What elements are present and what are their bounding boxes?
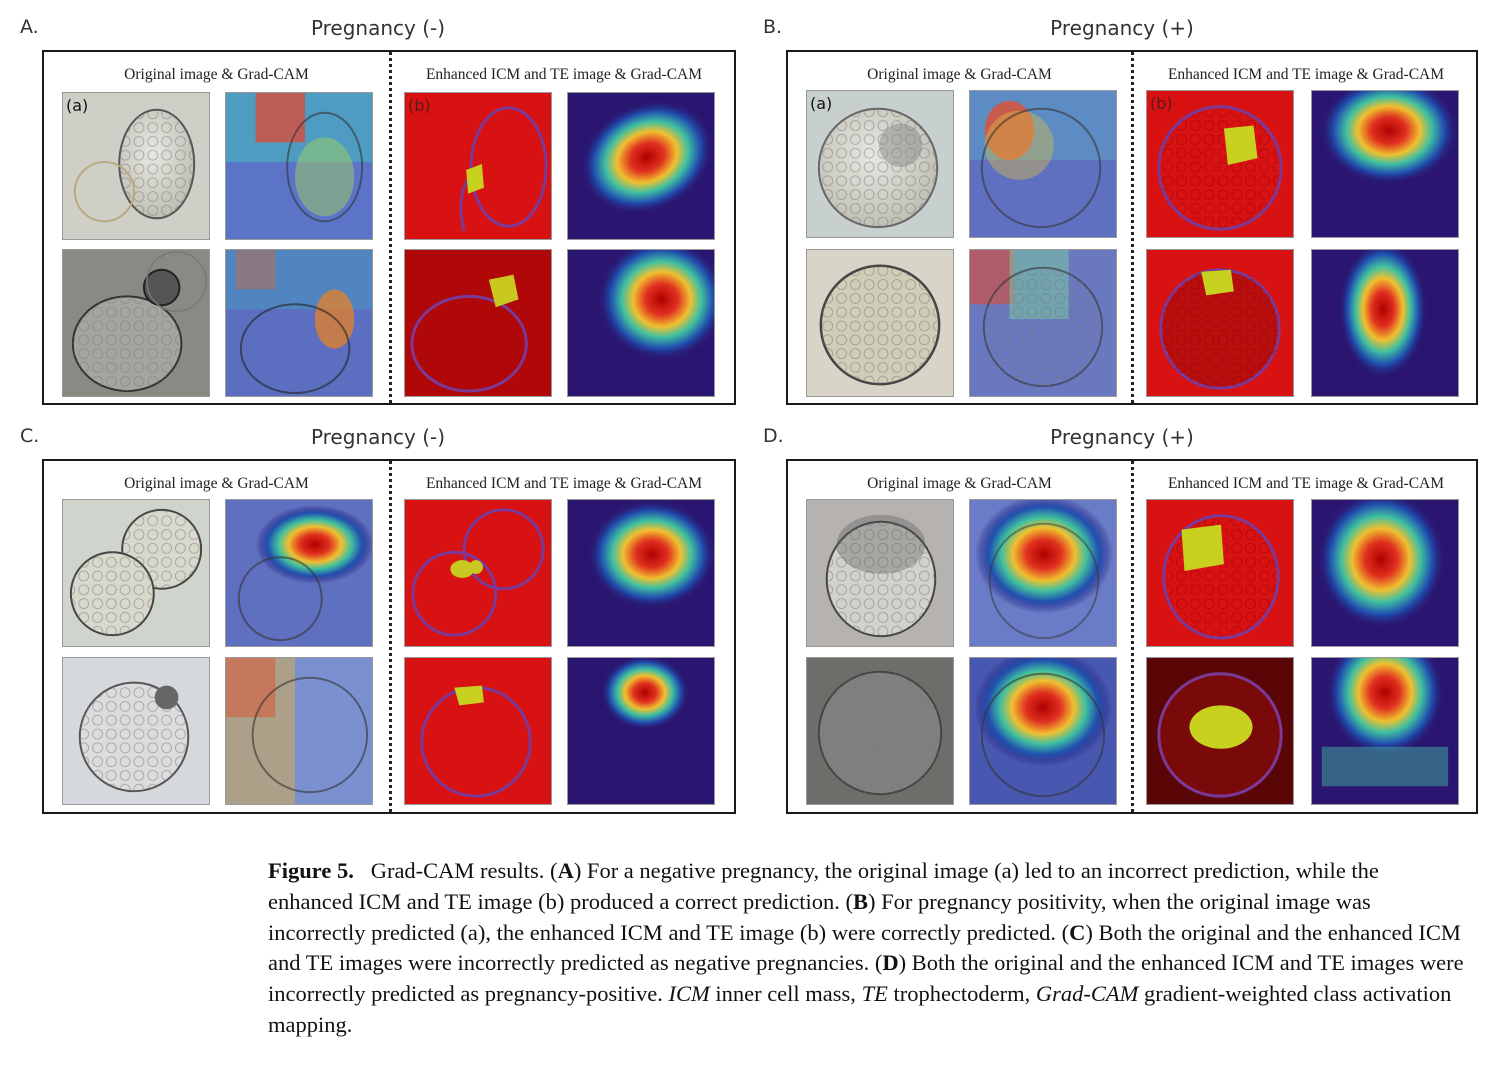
gradcam-heatmap xyxy=(969,249,1117,397)
figure-caption: Figure 5. Grad-CAM results. (A) For a ne… xyxy=(268,856,1468,1041)
caption-ref-a: A xyxy=(557,858,574,883)
caption-ref-c: C xyxy=(1069,919,1086,945)
enhanced-image xyxy=(1146,657,1294,805)
left-header: Original image & Grad-CAM xyxy=(124,66,309,83)
panel-b-letter: B. xyxy=(763,16,783,38)
gradcam-heatmap xyxy=(969,90,1117,238)
enhanced-image: (b) xyxy=(404,92,552,240)
gradcam-heatmap xyxy=(225,657,373,805)
panel-divider xyxy=(1131,461,1134,812)
panel-d-title: Pregnancy (+) xyxy=(1050,425,1194,449)
right-header: Enhanced ICM and TE image & Grad-CAM xyxy=(425,475,703,492)
enhanced-gradcam-heatmap xyxy=(567,249,715,397)
left-header: Original image & Grad-CAM xyxy=(867,475,1052,492)
enhanced-gradcam-heatmap xyxy=(567,92,715,240)
enhanced-gradcam-heatmap xyxy=(1311,499,1459,647)
gradcam-heatmap xyxy=(225,249,373,397)
abbr-te: TE xyxy=(861,981,888,1007)
enhanced-gradcam-heatmap xyxy=(1311,249,1459,397)
panel-a-title: Pregnancy (-) xyxy=(310,16,446,40)
enhanced-image xyxy=(404,249,552,397)
caption-text: ) Both the original and the enhanced ICM… xyxy=(268,919,1461,976)
panel-divider xyxy=(389,461,392,812)
original-image xyxy=(806,657,954,805)
caption-ref-d: D xyxy=(882,950,899,976)
panel-b: Original image & Grad-CAM Enhanced ICM a… xyxy=(786,50,1478,405)
gradcam-heatmap xyxy=(225,499,373,647)
tag-b: (b) xyxy=(1150,94,1173,113)
left-header: Original image & Grad-CAM xyxy=(124,475,309,492)
enhanced-gradcam-heatmap xyxy=(567,657,715,805)
original-image xyxy=(806,499,954,647)
original-image xyxy=(806,249,954,397)
panel-c-title: Pregnancy (-) xyxy=(310,425,446,449)
gradcam-heatmap xyxy=(969,657,1117,805)
panel-d-letter: D. xyxy=(763,425,784,447)
enhanced-image xyxy=(404,657,552,805)
caption-ref-b: B xyxy=(852,888,868,914)
figure-label: Figure 5. xyxy=(268,858,354,883)
panel-c-letter: C. xyxy=(20,425,40,447)
panel-divider xyxy=(389,52,392,403)
enhanced-image xyxy=(1146,249,1294,397)
caption-text: inner cell mass, xyxy=(709,981,862,1007)
panel-a: Original image & Grad-CAM Enhanced ICM a… xyxy=(42,50,736,405)
panel-a-letter: A. xyxy=(20,16,39,38)
original-image xyxy=(62,499,210,647)
right-header: Enhanced ICM and TE image & Grad-CAM xyxy=(425,66,703,83)
enhanced-gradcam-heatmap xyxy=(1311,90,1459,238)
enhanced-image xyxy=(404,499,552,647)
abbr-icm: ICM xyxy=(668,981,710,1007)
caption-text: trophectoderm, xyxy=(887,981,1036,1007)
original-image: (a) xyxy=(62,92,210,240)
caption-text: ) For a negative pregnancy, the original… xyxy=(268,858,1379,914)
panel-d: Original image & Grad-CAM Enhanced ICM a… xyxy=(786,459,1478,814)
gradcam-heatmap xyxy=(969,499,1117,647)
panel-divider xyxy=(1131,52,1134,403)
panel-b-title: Pregnancy (+) xyxy=(1050,16,1194,40)
enhanced-gradcam-heatmap xyxy=(1311,657,1459,805)
original-image xyxy=(62,657,210,805)
original-image xyxy=(62,249,210,397)
caption-text: ) Both the original and the enhanced ICM… xyxy=(268,950,1464,1007)
enhanced-image xyxy=(1146,499,1294,647)
caption-text: Grad-CAM results. ( xyxy=(370,858,558,883)
left-header: Original image & Grad-CAM xyxy=(867,66,1052,83)
caption-text: ) For pregnancy positivity, when the ori… xyxy=(268,888,1371,945)
enhanced-image: (b) xyxy=(1146,90,1294,238)
right-header: Enhanced ICM and TE image & Grad-CAM xyxy=(1167,475,1445,492)
caption-text: gradient-weighted class activation mappi… xyxy=(268,981,1452,1037)
tag-a: (a) xyxy=(810,94,833,113)
enhanced-gradcam-heatmap xyxy=(567,499,715,647)
gradcam-heatmap xyxy=(225,92,373,240)
tag-a: (a) xyxy=(66,96,89,115)
abbr-gradcam: Grad-CAM xyxy=(1035,981,1139,1007)
panel-c: Original image & Grad-CAM Enhanced ICM a… xyxy=(42,459,736,814)
right-header: Enhanced ICM and TE image & Grad-CAM xyxy=(1167,66,1445,83)
tag-b: (b) xyxy=(408,96,431,115)
original-image: (a) xyxy=(806,90,954,238)
